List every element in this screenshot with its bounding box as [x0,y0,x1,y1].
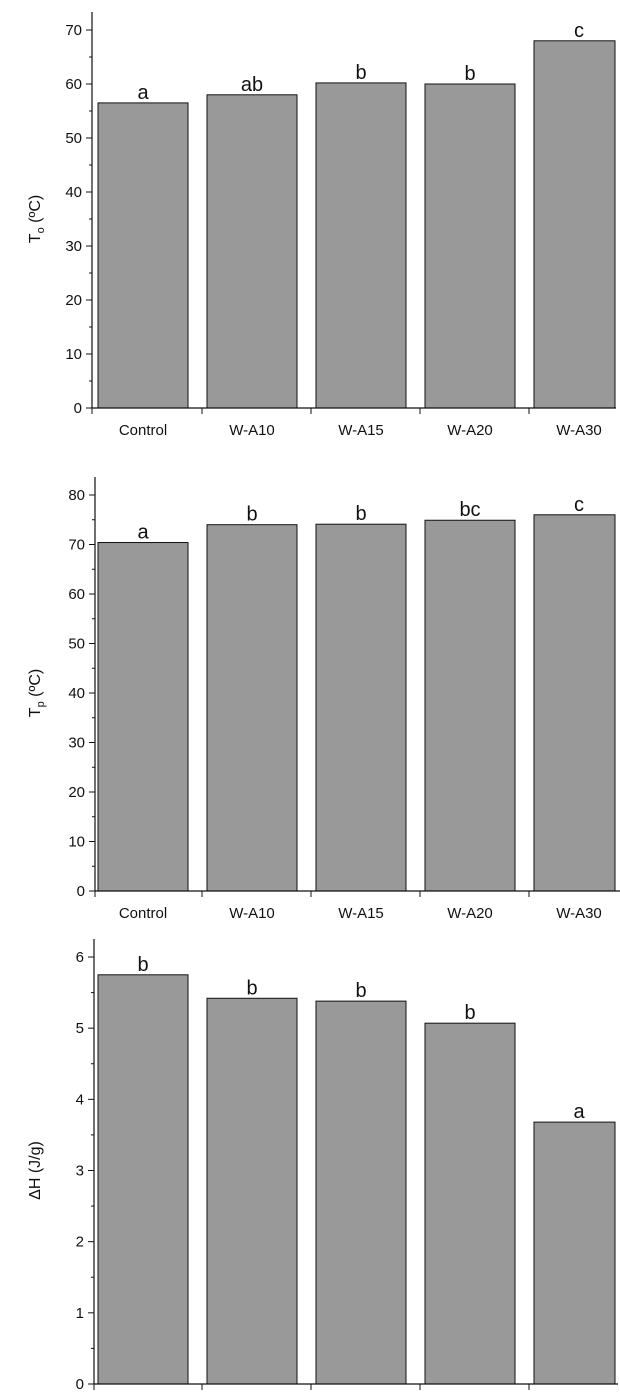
category-label: W-A30 [556,905,602,922]
y-axis-label: ΔH (J/g) [27,1141,44,1200]
y-tick-label: 40 [65,184,82,201]
y-tick-label: 70 [65,22,82,39]
bar-control [97,102,189,409]
y-tick-label: 0 [77,883,85,900]
bar-w-a10 [206,524,298,892]
category-label: W-A15 [338,422,384,439]
category-label: Control [119,1398,167,1400]
significance-label: a [137,522,149,544]
onset-temperature-chart: a Control ab W-A10 b W-A15 b W-A20 c W-A30 0 10 20 30… [27,12,616,439]
y-tick-label: 60 [68,586,85,603]
category-label: W-A15 [338,905,384,922]
y-tick-label: 80 [68,487,85,504]
category-label: W-A30 [556,1398,602,1400]
bar-w-a10 [206,94,298,409]
y-tick-label: 10 [68,834,85,851]
bar-control [97,542,189,892]
y-tick-label: 50 [65,130,82,147]
y-axis-label: To (ºC) [27,195,47,243]
significance-label: c [574,494,584,516]
significance-label: a [573,1101,585,1123]
y-tick-label: 1 [76,1305,84,1322]
significance-label: a [137,82,149,104]
bar-w-a15 [315,523,407,892]
bar-w-a15 [315,1000,407,1385]
bar-w-a20 [424,1022,516,1385]
significance-label: ab [241,74,263,96]
significance-label: c [574,20,584,42]
y-tick-label: 6 [76,949,84,966]
y-tick-label: 3 [76,1163,84,1180]
significance-label: b [464,63,475,85]
category-label: W-A20 [447,1398,493,1400]
significance-label: bc [459,499,480,521]
category-label: W-A10 [229,1398,275,1400]
category-label: W-A20 [447,422,493,439]
bar-w-a30 [533,40,616,409]
y-tick-label: 50 [68,636,85,653]
bar-w-a30 [533,1121,616,1385]
y-tick-label: 0 [76,1376,84,1393]
bar-w-a30 [533,514,616,892]
y-tick-label: 0 [74,400,82,417]
category-label: Control [119,905,167,922]
y-tick-label: 40 [68,685,85,702]
bar-w-a15 [315,82,407,409]
category-label: W-A10 [229,905,275,922]
significance-label: b [137,954,148,976]
significance-label: b [246,977,257,999]
bar-control [97,974,189,1385]
significance-label: b [246,504,257,526]
peak-temperature-chart: a Control b W-A10 b W-A15 bc W-A20 c W-A30 0 10 20 30… [27,477,620,922]
bar-w-a20 [424,83,516,409]
category-label: W-A20 [447,905,493,922]
y-axis-label: Tp (ºC) [27,669,47,717]
category-label: Control [119,422,167,439]
category-label: W-A15 [338,1398,384,1400]
significance-label: b [355,980,366,1002]
category-label: W-A10 [229,422,275,439]
y-tick-label: 10 [65,346,82,363]
y-tick-label: 70 [68,537,85,554]
y-tick-label: 30 [68,735,85,752]
significance-label: b [355,503,366,525]
y-tick-label: 20 [65,292,82,309]
significance-label: b [355,62,366,84]
y-tick-label: 30 [65,238,82,255]
y-tick-label: 4 [76,1091,84,1108]
bar-w-a10 [206,997,298,1385]
y-tick-label: 5 [76,1020,84,1037]
category-label: W-A30 [556,422,602,439]
y-tick-label: 60 [65,76,82,93]
enthalpy-chart: b Control b W-A10 b W-A15 b W-A20 a W-A30 0 1 2 3 4 5 6 Δ… [27,939,618,1400]
bar-w-a20 [424,519,516,892]
y-tick-label: 2 [76,1234,84,1251]
significance-label: b [464,1002,475,1024]
y-tick-label: 20 [68,784,85,801]
